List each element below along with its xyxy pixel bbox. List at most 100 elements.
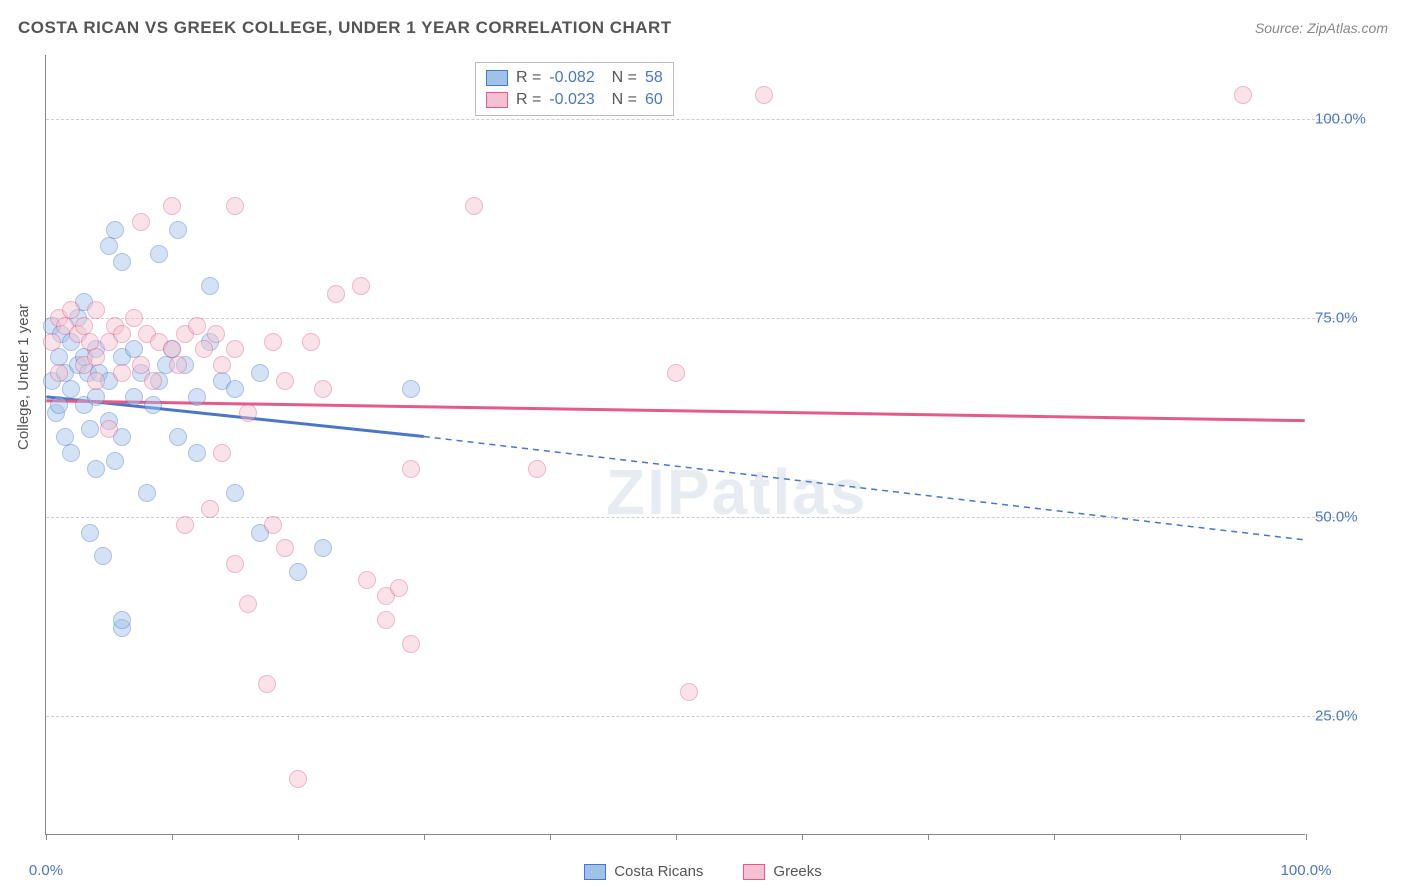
scatter-point: [352, 277, 370, 295]
scatter-point: [43, 333, 61, 351]
scatter-point: [276, 539, 294, 557]
legend-swatch: [486, 92, 508, 108]
gridline: [46, 119, 1345, 120]
x-tick: [928, 834, 929, 840]
scatter-point: [667, 364, 685, 382]
scatter-point: [226, 484, 244, 502]
scatter-point: [100, 237, 118, 255]
y-tick-label: 75.0%: [1315, 309, 1385, 326]
correlation-legend: R = -0.082 N = 58R = -0.023 N = 60: [475, 62, 674, 116]
source-label: Source: ZipAtlas.com: [1255, 20, 1388, 36]
y-tick-label: 25.0%: [1315, 707, 1385, 724]
chart-area: ZIPatlas 25.0%50.0%75.0%100.0%0.0%100.0%: [45, 55, 1305, 835]
scatter-point: [207, 325, 225, 343]
scatter-point: [327, 285, 345, 303]
scatter-point: [169, 221, 187, 239]
scatter-point: [239, 595, 257, 613]
x-tick: [1306, 834, 1307, 840]
scatter-point: [289, 563, 307, 581]
scatter-point: [402, 635, 420, 653]
scatter-point: [226, 380, 244, 398]
scatter-point: [87, 372, 105, 390]
scatter-point: [87, 460, 105, 478]
r-label: R =: [516, 91, 541, 109]
chart-title: COSTA RICAN VS GREEK COLLEGE, UNDER 1 YE…: [18, 18, 672, 38]
n-label: N =: [603, 91, 637, 109]
legend-swatch: [584, 864, 606, 880]
x-tick: [1180, 834, 1181, 840]
scatter-point: [94, 547, 112, 565]
scatter-point: [213, 356, 231, 374]
gridline: [46, 716, 1345, 717]
scatter-point: [226, 197, 244, 215]
scatter-point: [87, 301, 105, 319]
x-tick: [424, 834, 425, 840]
x-tick: [802, 834, 803, 840]
scatter-point: [276, 372, 294, 390]
scatter-point: [169, 428, 187, 446]
scatter-point: [81, 420, 99, 438]
scatter-point: [125, 388, 143, 406]
scatter-point: [188, 317, 206, 335]
scatter-point: [163, 197, 181, 215]
scatter-point: [87, 348, 105, 366]
x-tick: [172, 834, 173, 840]
scatter-point: [402, 380, 420, 398]
scatter-point: [302, 333, 320, 351]
trend-lines: [46, 55, 1305, 834]
scatter-point: [188, 388, 206, 406]
scatter-point: [289, 770, 307, 788]
x-tick: [298, 834, 299, 840]
scatter-point: [314, 539, 332, 557]
scatter-point: [113, 253, 131, 271]
scatter-point: [213, 444, 231, 462]
scatter-point: [62, 444, 80, 462]
scatter-point: [377, 611, 395, 629]
scatter-point: [113, 611, 131, 629]
scatter-point: [106, 452, 124, 470]
scatter-point: [188, 444, 206, 462]
scatter-point: [87, 388, 105, 406]
x-tick: [676, 834, 677, 840]
scatter-point: [106, 221, 124, 239]
scatter-point: [358, 571, 376, 589]
scatter-point: [201, 500, 219, 518]
scatter-point: [132, 213, 150, 231]
legend-label: Costa Ricans: [614, 863, 703, 880]
scatter-point: [50, 364, 68, 382]
watermark: ZIPatlas: [606, 455, 867, 529]
scatter-point: [201, 277, 219, 295]
scatter-point: [251, 364, 269, 382]
scatter-point: [81, 524, 99, 542]
scatter-point: [144, 372, 162, 390]
scatter-point: [1234, 86, 1252, 104]
scatter-point: [132, 356, 150, 374]
scatter-point: [62, 380, 80, 398]
scatter-point: [138, 484, 156, 502]
legend-item: Costa Ricans: [584, 863, 703, 880]
scatter-point: [465, 197, 483, 215]
scatter-point: [755, 86, 773, 104]
scatter-point: [62, 301, 80, 319]
scatter-point: [50, 396, 68, 414]
scatter-point: [680, 683, 698, 701]
legend-swatch: [486, 70, 508, 86]
legend-label: Greeks: [773, 863, 821, 880]
y-tick-label: 50.0%: [1315, 508, 1385, 525]
x-tick: [550, 834, 551, 840]
scatter-point: [176, 516, 194, 534]
scatter-point: [113, 364, 131, 382]
n-label: N =: [603, 69, 637, 87]
scatter-point: [264, 516, 282, 534]
r-value: -0.023: [549, 91, 594, 109]
scatter-point: [239, 404, 257, 422]
gridline: [46, 517, 1345, 518]
scatter-point: [314, 380, 332, 398]
r-label: R =: [516, 69, 541, 87]
y-tick-label: 100.0%: [1315, 110, 1385, 127]
scatter-point: [258, 675, 276, 693]
correlation-row: R = -0.023 N = 60: [486, 89, 663, 111]
bottom-legend: Costa Ricans Greeks: [0, 863, 1406, 880]
n-value: 58: [645, 69, 663, 87]
y-axis-label: College, Under 1 year: [15, 304, 32, 450]
